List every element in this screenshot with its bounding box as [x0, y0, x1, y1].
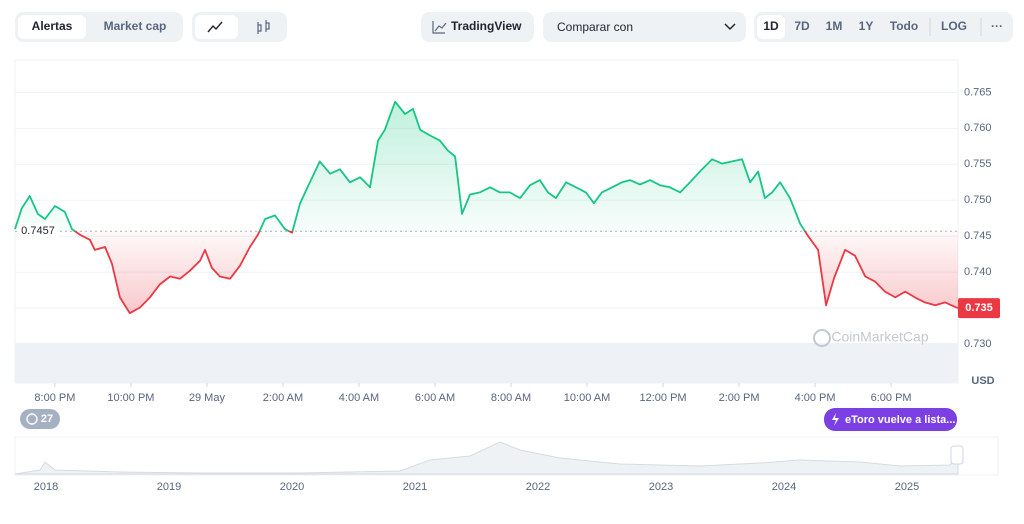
range-btn[interactable]: 1D — [763, 19, 779, 33]
news-badge[interactable] — [824, 408, 957, 431]
year-label: 2020 — [280, 481, 304, 493]
price-line — [14, 100, 959, 315]
x-tick-label: 8:00 PM — [34, 392, 75, 404]
x-tick-label: 6:00 PM — [871, 392, 912, 404]
baseline-tag — [17, 223, 59, 240]
y-tick-label: 0.745 — [964, 230, 992, 242]
price-label: 0.735 — [965, 302, 993, 314]
news-text[interactable]: eToro vuelve a lista... — [845, 414, 955, 426]
baseline-label: 0.7457 — [21, 225, 55, 237]
year-label: 2019 — [157, 481, 181, 493]
navigator-area — [14, 441, 959, 475]
navigator-handle[interactable] — [950, 445, 964, 465]
year-label: 2025 — [895, 481, 919, 493]
count-text: 27 — [41, 413, 53, 425]
compare-select[interactable] — [543, 12, 746, 42]
bolt-icon — [832, 413, 839, 426]
range-btn[interactable]: 1M — [826, 19, 843, 33]
year-label: 2021 — [403, 481, 427, 493]
tab-market-cap[interactable]: Market cap — [104, 19, 167, 33]
x-tick-label: 4:00 PM — [795, 392, 836, 404]
line-icon — [207, 21, 223, 33]
x-tick-label: 10:00 AM — [564, 392, 610, 404]
clock-icon — [26, 413, 38, 425]
active-tab[interactable] — [18, 15, 86, 39]
tab-alertas[interactable]: Alertas — [32, 19, 73, 33]
more-btn[interactable]: ··· — [991, 19, 1003, 33]
x-tick-label: 6:00 AM — [415, 392, 455, 404]
year-label: 2018 — [34, 481, 58, 493]
area — [15, 101, 958, 314]
x-tick-label: 29 May — [189, 392, 226, 404]
y-tick-label: 0.750 — [964, 194, 992, 206]
candle-icon[interactable] — [257, 20, 270, 34]
chevron — [724, 23, 736, 31]
currency-label: USD — [971, 375, 994, 387]
range-btn[interactable]: Todo — [890, 19, 918, 33]
price-tag — [958, 298, 1000, 319]
y-tick-label: 0.760 — [964, 122, 992, 134]
line-type-btn[interactable] — [195, 15, 238, 39]
x-tick-label: 12:00 PM — [640, 392, 687, 404]
y-tick-label: 0.740 — [964, 266, 992, 278]
active-range[interactable] — [757, 15, 785, 39]
range-btn[interactable]: 7D — [794, 19, 810, 33]
y-tick-label: 0.755 — [964, 158, 992, 170]
y-tick-label: 0.730 — [964, 338, 992, 350]
year-label: 2024 — [772, 481, 796, 493]
volume-band — [15, 343, 958, 383]
tv-icon — [432, 21, 447, 34]
tradingview-label[interactable]: TradingView — [451, 19, 522, 33]
tradingview-btn[interactable] — [421, 12, 534, 42]
x-tick-label: 4:00 AM — [339, 392, 379, 404]
x-tick-label: 2:00 PM — [719, 392, 760, 404]
y-tick-label: 0.765 — [964, 86, 992, 98]
x-tick-label: 8:00 AM — [491, 392, 531, 404]
range-btn[interactable]: 1Y — [859, 19, 874, 33]
year-label: 2022 — [526, 481, 550, 493]
x-tick-label: 10:00 PM — [107, 392, 154, 404]
year-label: 2023 — [649, 481, 673, 493]
range-btn[interactable]: LOG — [941, 19, 967, 33]
watermark: CoinMarketCap — [831, 329, 928, 345]
x-tick-label: 2:00 AM — [263, 392, 303, 404]
watermark-logo — [813, 329, 831, 347]
compare-label[interactable]: Comparar con — [557, 20, 633, 34]
range-bar — [754, 12, 1013, 42]
